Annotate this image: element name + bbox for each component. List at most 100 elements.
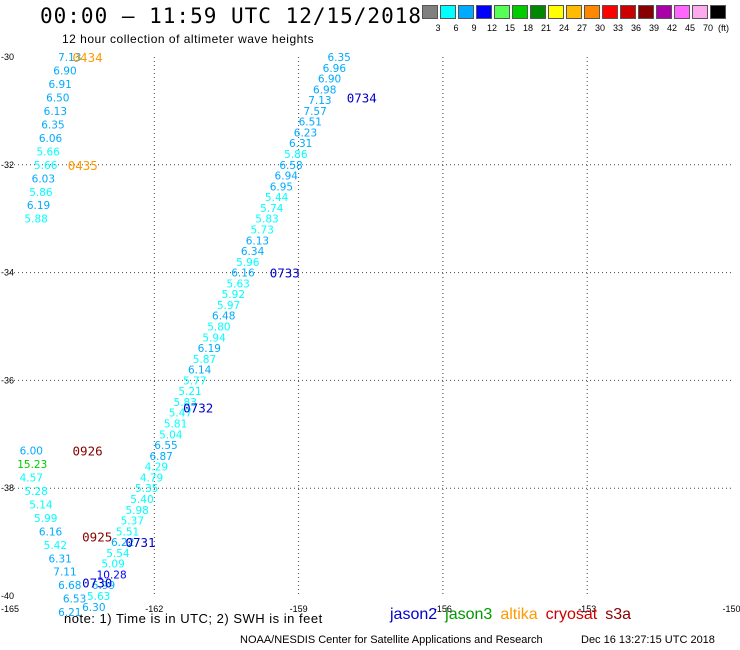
wave-height-value: 6.48 — [212, 311, 235, 323]
color-swatch — [512, 5, 528, 19]
wave-height-value: 6.55 — [154, 440, 177, 452]
track-time-labels: 0434 0435 0734 0733 0732 0731 0730 0926 0925 — [68, 50, 377, 591]
x-tick-label: -165 — [1, 604, 19, 614]
wave-height-value: 6.58 — [279, 160, 302, 172]
track-time-label: 0925 — [82, 530, 112, 545]
wave-height-value: 5.66 — [36, 146, 60, 158]
wave-height-value: 7.13 — [308, 95, 331, 107]
wave-height-value: 5.09 — [101, 559, 124, 571]
satellite-legend: jason2 jason3 altika cryosat s3a — [390, 606, 639, 624]
wave-height-value: 6.19 — [198, 343, 221, 355]
wave-height-value: 5.47 — [169, 408, 192, 420]
wave-height-value: 5.81 — [164, 419, 187, 431]
wave-height-value: 6.00 — [20, 445, 43, 457]
color-scale-label: 39 — [648, 23, 659, 33]
wave-height-value: 15.23 — [17, 459, 47, 471]
color-scale-label: 18 — [522, 23, 533, 33]
wave-height-value: 5.42 — [44, 540, 67, 552]
y-tick-label: -30 — [1, 52, 14, 62]
color-scale-label: 15 — [504, 23, 515, 33]
wave-height-value: 5.96 — [236, 257, 260, 269]
color-swatch — [602, 5, 618, 19]
wave-height-value: 5.51 — [116, 526, 139, 538]
color-scale-label: 6 — [453, 23, 459, 33]
y-tick-label: -38 — [1, 483, 14, 493]
wave-height-value: 6.30 — [82, 602, 105, 614]
color-scale-label: 33 — [612, 23, 623, 33]
wave-height-value: 5.74 — [260, 203, 284, 215]
wave-height-value: 6.13 — [44, 106, 67, 118]
wave-height-value: 6.95 — [270, 181, 293, 193]
wave-height-value: 6.16 — [231, 268, 255, 280]
wave-height-value: 5.35 — [135, 483, 158, 495]
x-tick-label: -153 — [578, 604, 596, 614]
wave-height-value: 6.13 — [246, 235, 269, 247]
satellite-legend-item: jason2 — [390, 606, 438, 623]
wave-height-value: 7.13 — [58, 52, 81, 64]
color-swatch — [548, 5, 564, 19]
wave-height-value: 6.35 — [327, 52, 350, 64]
wave-height-value: 5.14 — [29, 499, 53, 511]
wave-height-value: 5.87 — [193, 354, 216, 366]
wave-height-value: 5.98 — [125, 505, 148, 517]
color-swatch — [584, 5, 600, 19]
track-time-label: 0731 — [125, 535, 155, 550]
color-scale-unit: (ft) — [718, 23, 729, 33]
satellite-legend-item: jason3 — [445, 606, 493, 623]
color-scale-label: 42 — [666, 23, 677, 33]
color-swatch — [692, 5, 708, 19]
wave-height-labels: 7.136.906.916.506.136.356.065.665.666.03… — [17, 52, 351, 619]
color-scale-label: 45 — [684, 23, 695, 33]
color-scale-label: 27 — [576, 23, 587, 33]
wave-height-value: 6.06 — [39, 133, 63, 145]
wave-height-value: 5.83 — [255, 214, 278, 226]
wave-height-value: 4.79 — [140, 472, 163, 484]
track-time-label: 0434 — [73, 50, 103, 65]
wave-height-value: 5.86 — [29, 187, 53, 199]
wave-height-value: 5.88 — [24, 214, 47, 226]
wave-height-value: 4.57 — [20, 472, 43, 484]
color-scale-label: 24 — [558, 23, 569, 33]
x-tick-label: -156 — [434, 604, 452, 614]
wave-height-value: 6.90 — [318, 74, 341, 86]
satellite-legend-item: cryosat — [545, 606, 598, 623]
wave-height-value: 6.34 — [241, 246, 265, 258]
wave-height-value: 5.80 — [207, 322, 230, 334]
wave-height-value: 5.44 — [265, 192, 289, 204]
x-tick-label: -159 — [290, 604, 308, 614]
color-swatch — [656, 5, 672, 19]
wave-height-value: 6.23 — [294, 127, 317, 139]
wave-height-value: 6.99 — [92, 580, 115, 592]
wave-height-value: 6.98 — [313, 84, 336, 96]
color-swatch — [674, 5, 690, 19]
wave-height-value: 5.83 — [174, 397, 197, 409]
wave-height-value: 5.94 — [202, 332, 226, 344]
wave-height-value: 5.73 — [251, 224, 274, 236]
track-time-label: 0730 — [82, 576, 112, 591]
footer-credit: NOAA/NESDIS Center for Satellite Applica… — [240, 634, 543, 646]
color-swatch — [476, 5, 492, 19]
wave-height-value: 6.14 — [188, 365, 212, 377]
wave-height-value: 6.53 — [63, 594, 86, 606]
color-swatch — [494, 5, 510, 19]
track-time-label: 0732 — [183, 400, 213, 415]
wave-height-value: 6.16 — [39, 526, 63, 538]
color-scale-label: 3 — [435, 23, 441, 33]
wave-height-value: 5.21 — [178, 386, 201, 398]
footer-note: note: 1) Time is in UTC; 2) SWH is in fe… — [64, 611, 323, 626]
wave-height-value: 5.77 — [183, 375, 206, 387]
wave-height-value: 5.97 — [217, 300, 240, 312]
satellite-legend-item: altika — [500, 606, 538, 623]
wave-height-value: 4.29 — [145, 462, 168, 474]
track-time-label: 0435 — [68, 158, 98, 173]
satellite-legend-item: s3a — [605, 606, 632, 623]
wave-height-value: 6.96 — [323, 63, 347, 75]
wave-height-value: 5.54 — [106, 548, 130, 560]
y-tick-label: -34 — [1, 268, 14, 278]
color-scale-label: 36 — [630, 23, 641, 33]
wave-height-value: 5.92 — [222, 289, 245, 301]
y-tick-label: -32 — [1, 160, 14, 170]
wave-height-value: 6.68 — [58, 580, 81, 592]
x-tick-label: -162 — [145, 604, 163, 614]
